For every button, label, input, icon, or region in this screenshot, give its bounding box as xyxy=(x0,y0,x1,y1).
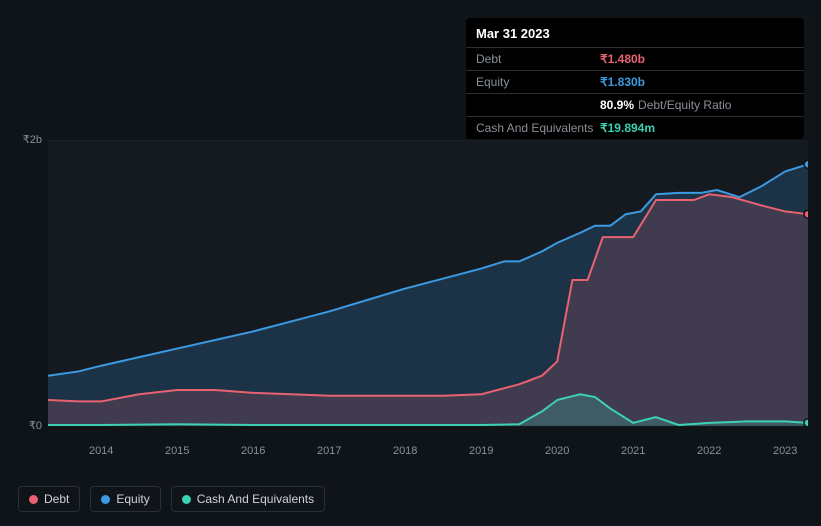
legend-item[interactable]: Cash And Equivalents xyxy=(171,486,325,512)
x-axis: 2014 2015 2016 2017 2018 2019 2020 2021 2022 2023 xyxy=(48,445,808,461)
x-tick-label: 2014 xyxy=(89,445,113,457)
chart-legend: Debt Equity Cash And Equivalents xyxy=(18,486,325,512)
legend-label: Equity xyxy=(116,492,149,506)
y-tick-label: ₹2b xyxy=(18,133,42,146)
legend-dot-icon xyxy=(182,495,191,504)
tooltip-row: Equity₹1.830b xyxy=(466,70,804,93)
tooltip-row-value: ₹1.480b xyxy=(600,52,794,66)
x-tick-label: 2017 xyxy=(317,445,341,457)
x-tick-label: 2016 xyxy=(241,445,265,457)
x-tick-label: 2015 xyxy=(165,445,189,457)
legend-label: Cash And Equivalents xyxy=(197,492,314,506)
tooltip-row-extra: Debt/Equity Ratio xyxy=(638,98,731,112)
chart-plot-area xyxy=(48,140,808,440)
legend-item[interactable]: Debt xyxy=(18,486,80,512)
legend-item[interactable]: Equity xyxy=(90,486,160,512)
x-tick-label: 2021 xyxy=(621,445,645,457)
legend-dot-icon xyxy=(101,495,110,504)
x-tick-label: 2023 xyxy=(773,445,797,457)
x-tick-label: 2018 xyxy=(393,445,417,457)
tooltip-date: Mar 31 2023 xyxy=(466,26,804,47)
legend-dot-icon xyxy=(29,495,38,504)
tooltip-row-label: Debt xyxy=(476,52,600,66)
tooltip-row-label xyxy=(476,98,600,112)
x-tick-label: 2022 xyxy=(697,445,721,457)
x-tick-label: 2020 xyxy=(545,445,569,457)
tooltip-row-label: Equity xyxy=(476,75,600,89)
tooltip-row: 80.9%Debt/Equity Ratio xyxy=(466,93,804,116)
legend-label: Debt xyxy=(44,492,69,506)
y-tick-label: ₹0 xyxy=(18,419,42,432)
tooltip-row: Debt₹1.480b xyxy=(466,47,804,70)
debt-equity-chart: ₹2b₹0 2014201520162017201820192020202120… xyxy=(18,120,808,460)
x-tick-label: 2019 xyxy=(469,445,493,457)
tooltip-row-value: ₹1.830b xyxy=(600,75,794,89)
tooltip-row-value: 80.9%Debt/Equity Ratio xyxy=(600,98,794,112)
